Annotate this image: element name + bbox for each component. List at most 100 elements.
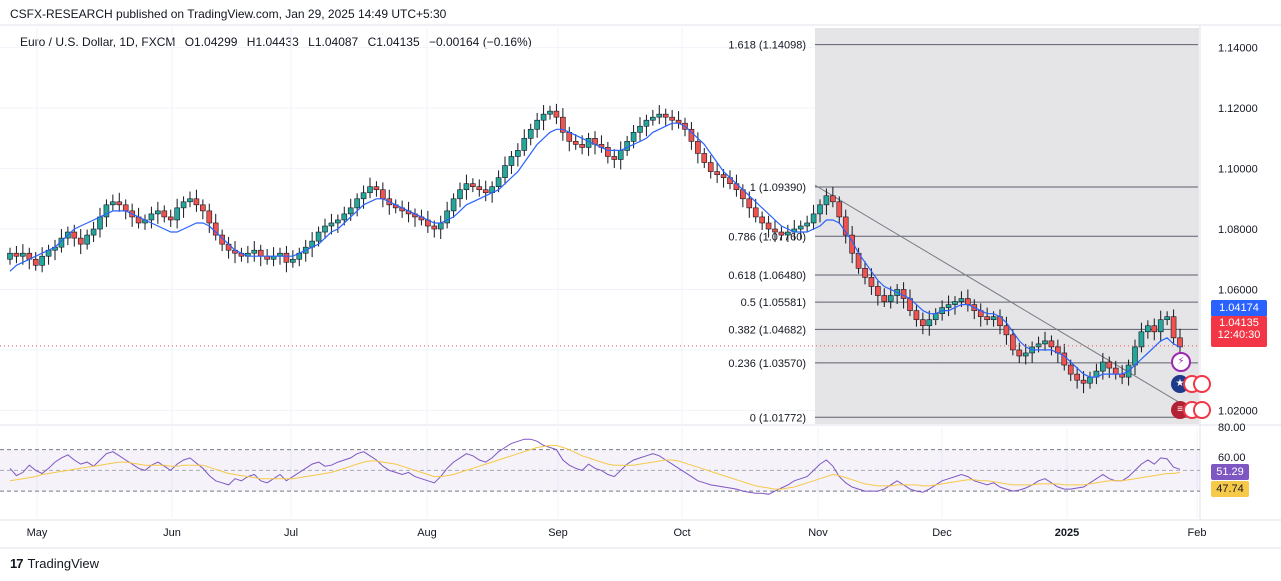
candle-up — [39, 255, 45, 266]
candle-up — [630, 131, 637, 142]
candle-up — [97, 216, 103, 230]
candle-up — [650, 116, 656, 121]
candle-down — [868, 277, 875, 287]
event-icon-2[interactable] — [1193, 375, 1211, 393]
candle-up — [1022, 352, 1029, 357]
candle-down — [913, 310, 920, 321]
fib-label: 0.236 (1.03570) — [728, 358, 806, 370]
last-price-label: 1.04135 — [1219, 317, 1259, 329]
candle-up — [155, 210, 161, 215]
candle-up — [1157, 319, 1164, 333]
candle-down — [605, 147, 611, 157]
tv-brand-text: TradingView — [27, 556, 100, 571]
candle-up — [926, 319, 933, 327]
candle-up — [148, 213, 155, 221]
candle-down — [161, 210, 168, 218]
change-value: −0.00164 (−0.16%) — [428, 35, 532, 49]
candle-up — [450, 198, 457, 212]
rsi-ma-line — [9, 444, 1181, 490]
time-tick-label: Nov — [808, 527, 828, 539]
high-value: H1.04433 — [246, 35, 299, 49]
candle-down — [765, 222, 772, 230]
candle-down — [965, 298, 971, 305]
time-tick-label: Dec — [932, 527, 952, 539]
rsi-ma-badge: 47.74 — [1211, 481, 1249, 497]
time-tick-label: Jul — [284, 527, 298, 539]
candle-down — [167, 216, 174, 221]
candle-up — [367, 186, 373, 194]
candle-down — [257, 249, 264, 257]
candle-up — [437, 222, 444, 230]
candle-down — [200, 204, 206, 212]
tradingview-logo[interactable]: 17 TradingView — [10, 556, 99, 571]
candle-up — [585, 138, 592, 148]
candle-down — [1016, 349, 1023, 357]
tv-logo-icon: 17 — [10, 556, 24, 571]
rsi-value-label: 51.29 — [1216, 466, 1244, 478]
candle-down — [116, 201, 123, 206]
candle-up — [180, 201, 187, 209]
time-tick-label: May — [27, 527, 48, 539]
candle-up — [84, 234, 90, 245]
candle-down — [720, 174, 727, 178]
candle-up — [347, 207, 354, 215]
candle-up — [952, 301, 958, 305]
candle-up — [1100, 361, 1106, 372]
lightning-icon[interactable]: ⚡ — [1171, 352, 1191, 372]
rsi-tick-label: 80.00 — [1218, 422, 1246, 434]
fib-zone — [815, 28, 1199, 424]
candle-down — [470, 183, 476, 188]
candle-down — [482, 189, 489, 194]
candle-down — [669, 116, 675, 121]
candle-up — [110, 201, 116, 206]
candle-down — [476, 186, 483, 191]
candle-down — [219, 234, 225, 245]
candle-down — [1112, 367, 1119, 375]
rsi-ma-value-label: 47.74 — [1216, 483, 1244, 495]
candle-up — [958, 298, 965, 302]
candle-up — [945, 304, 952, 308]
candle-up — [547, 110, 553, 115]
candle-down — [695, 141, 701, 154]
rsi-tick-label: 60.00 — [1218, 452, 1246, 464]
candle-down — [778, 231, 785, 236]
candle-down — [984, 316, 990, 321]
symbol-name[interactable]: Euro / U.S. Dollar, 1D, FXCM — [20, 35, 176, 49]
candle-up — [495, 177, 502, 188]
open-value: O1.04299 — [184, 35, 238, 49]
candle-up — [804, 222, 810, 227]
candle-down — [714, 171, 720, 175]
candle-down — [842, 216, 849, 236]
candle-up — [1042, 340, 1048, 345]
fib-label: 1.618 (1.14098) — [728, 40, 806, 52]
candle-up — [463, 183, 470, 191]
ma-price-badge: 1.04174 — [1211, 300, 1267, 317]
publish-info: CSFX-RESEARCH published on TradingView.c… — [10, 7, 447, 21]
candle-up — [103, 204, 110, 218]
candle-up — [515, 150, 521, 157]
symbol-legend: Euro / U.S. Dollar, 1D, FXCM O1.04299 H1… — [20, 35, 538, 49]
time-tick-label: Aug — [417, 527, 437, 539]
candle-down — [560, 116, 566, 133]
candle-down — [77, 237, 84, 245]
price-tick-label: 1.06000 — [1218, 284, 1258, 296]
time-tick-label: Sep — [548, 527, 568, 539]
candle-down — [1010, 334, 1016, 351]
candle-up — [341, 213, 348, 221]
candle-down — [1170, 316, 1177, 339]
candle-down — [579, 144, 585, 148]
candle-up — [322, 225, 328, 233]
event-icon-4[interactable] — [1193, 401, 1211, 419]
candle-up — [797, 225, 804, 230]
candle-down — [283, 252, 290, 263]
candle-up — [502, 165, 508, 178]
candle-up — [656, 113, 663, 118]
moving-average-line — [9, 122, 1181, 378]
candle-down — [752, 207, 759, 218]
candle-down — [13, 252, 20, 257]
candle-up — [457, 189, 463, 200]
candle-up — [1132, 346, 1138, 366]
candle-down — [193, 198, 200, 206]
candle-up — [1164, 316, 1170, 321]
